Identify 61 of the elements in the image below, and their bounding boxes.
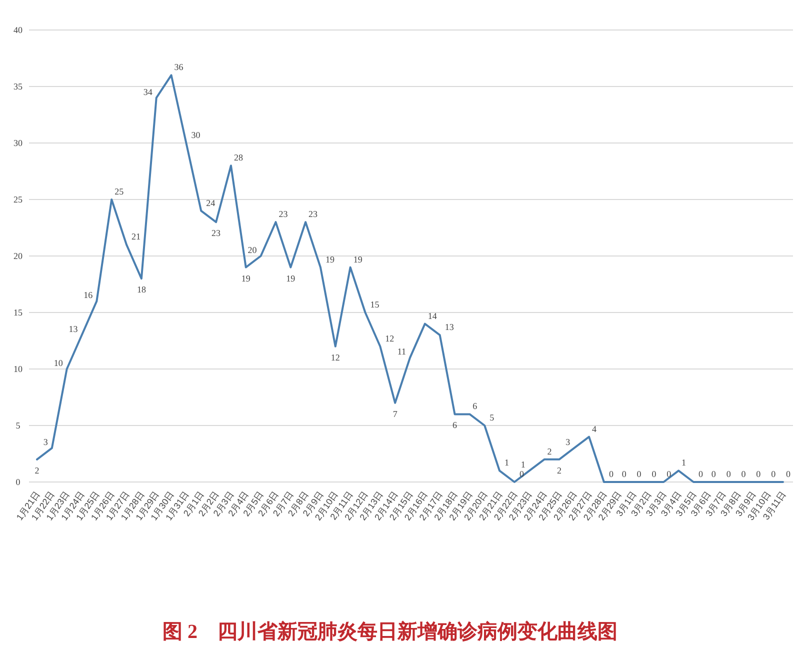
- data-label: 0: [726, 469, 732, 479]
- y-tick-label: 0: [16, 477, 21, 487]
- data-label: 3: [43, 437, 48, 448]
- y-tick-label: 25: [14, 194, 23, 204]
- line-series: [36, 74, 784, 483]
- data-label: 1: [504, 458, 510, 468]
- data-label: 10: [54, 358, 64, 368]
- y-tick-label: 35: [14, 82, 23, 92]
- data-label: 0: [756, 469, 762, 479]
- data-label: 19: [325, 254, 335, 264]
- data-label: 13: [444, 322, 454, 332]
- data-label: 18: [136, 284, 146, 295]
- data-label: 19: [241, 273, 251, 284]
- data-label: 12: [330, 352, 340, 362]
- data-label: 11: [397, 346, 406, 357]
- data-label: 23: [308, 209, 318, 220]
- data-label: 25: [114, 186, 124, 196]
- data-label: 0: [636, 469, 642, 479]
- data-label: 6: [472, 401, 478, 412]
- y-tick-label: 20: [14, 251, 23, 261]
- data-label: 7: [392, 408, 398, 419]
- y-tick-label: 30: [14, 138, 23, 148]
- data-label: 34: [143, 86, 153, 97]
- y-tick-label: 15: [14, 308, 23, 318]
- data-label: 0: [741, 469, 746, 479]
- data-label: 0: [608, 469, 614, 479]
- y-tick-label: 5: [16, 420, 21, 430]
- data-label: 0: [666, 469, 672, 479]
- data-label: 28: [234, 152, 244, 163]
- data-label: 1: [520, 460, 526, 470]
- data-label: 15: [370, 300, 380, 310]
- data-label: 24: [206, 198, 216, 208]
- data-label: 3: [566, 437, 571, 448]
- data-label: 2: [34, 465, 40, 476]
- data-label: 0: [786, 469, 791, 479]
- data-label: 0: [698, 469, 704, 479]
- data-label: 23: [278, 209, 288, 220]
- text: 图 2 四川省新冠肺炎每日新增确诊病例变化曲线图: [162, 620, 618, 643]
- data-label: 19: [353, 254, 363, 264]
- data-label: 20: [248, 245, 258, 255]
- data-label: 13: [68, 324, 78, 334]
- data-label: 21: [132, 232, 141, 242]
- data-label: 0: [622, 469, 627, 479]
- data-label: 14: [428, 310, 438, 321]
- data-label: 0: [711, 469, 716, 479]
- data-label: 23: [212, 228, 222, 238]
- data-label: 1: [682, 458, 686, 468]
- data-label: 6: [452, 420, 458, 430]
- data-label: 19: [286, 273, 296, 284]
- data-label: 0: [771, 469, 776, 479]
- data-label: 30: [191, 130, 201, 140]
- data-label: 0: [652, 469, 657, 479]
- y-tick-label: 40: [14, 25, 23, 35]
- data-label: 4: [592, 424, 598, 434]
- data-label: 5: [490, 412, 495, 422]
- data-label: 12: [385, 333, 394, 344]
- data-label: 36: [174, 62, 184, 72]
- data-label: 2: [556, 465, 562, 476]
- data-label: 2: [547, 446, 552, 456]
- data-label: 16: [84, 290, 94, 300]
- y-tick-label: 10: [14, 364, 23, 374]
